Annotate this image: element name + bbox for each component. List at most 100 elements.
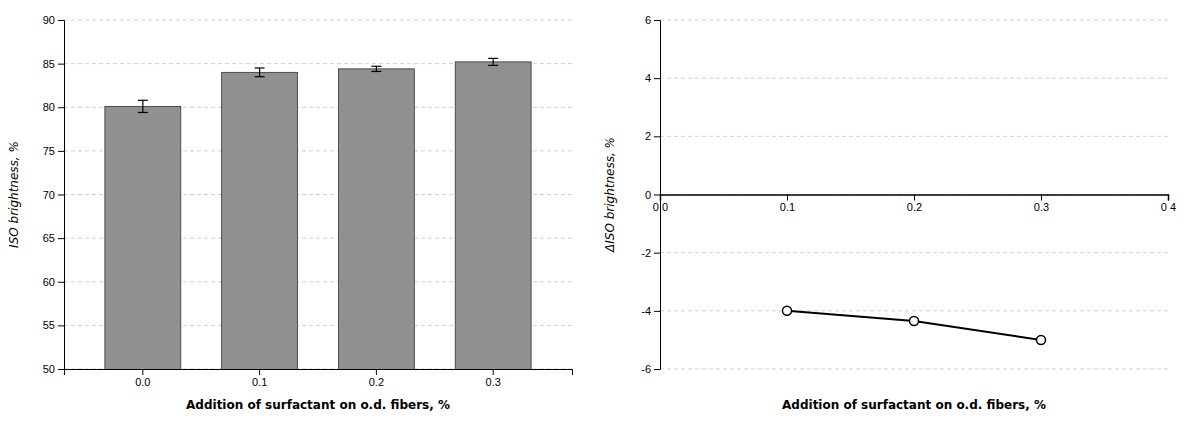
- x-axis-title: Addition of surfactant on o.d. fibers, %: [186, 398, 450, 412]
- axis-line: [65, 370, 573, 376]
- tick: 0.2: [907, 195, 922, 214]
- tick-label: 85: [43, 58, 55, 70]
- tick-label: 65: [43, 232, 55, 244]
- tick-mark: [654, 20, 660, 21]
- y-axis: 50 55 60 65 70 75 80 85 90: [43, 14, 65, 375]
- tick-mark: [493, 369, 494, 375]
- error-cap: [488, 58, 498, 59]
- bar: [338, 69, 414, 369]
- bar: [222, 72, 298, 369]
- tick-mark: [58, 282, 64, 283]
- error-bar: [255, 68, 265, 77]
- axis-line: [58, 21, 65, 370]
- tick-label: 0: [645, 189, 651, 201]
- tick-label: 75: [43, 145, 55, 157]
- tick: 0.3: [1034, 195, 1049, 214]
- tick-label: -6: [641, 363, 651, 375]
- tick-label: 70: [43, 189, 55, 201]
- tick: 90: [43, 14, 64, 26]
- tick-label: 0.3: [486, 376, 501, 388]
- tick-label: 60: [43, 276, 55, 288]
- tick-mark: [654, 195, 660, 196]
- tick: 0 0: [653, 195, 668, 214]
- error-cap: [138, 112, 148, 113]
- marker: [783, 306, 792, 315]
- tick-label: 0.1: [780, 201, 795, 213]
- tick: 0.0: [135, 369, 150, 388]
- error-cap: [138, 100, 148, 101]
- tick: -4: [641, 305, 660, 317]
- tick: 6: [645, 14, 660, 26]
- error-cap: [371, 71, 381, 72]
- tick: 80: [43, 101, 64, 113]
- tick-label: 0 0: [653, 201, 668, 213]
- tick-label: 55: [43, 319, 55, 331]
- error-cap: [255, 67, 265, 68]
- grid-line: [660, 369, 1168, 370]
- error-stem: [142, 100, 143, 112]
- tick-label: 0.3: [1034, 201, 1049, 213]
- tick-mark: [787, 195, 788, 201]
- tick-label: -4: [641, 305, 651, 317]
- tick-mark: [58, 325, 64, 326]
- figure: 5055606570758085900.00.10.20.3Addition o…: [0, 0, 1192, 421]
- marker: [1037, 335, 1046, 344]
- axis-line: [661, 195, 1169, 201]
- plot-area: [783, 306, 1046, 344]
- tick-mark: [376, 369, 377, 375]
- error-stem: [493, 58, 494, 65]
- tick-mark: [58, 20, 64, 21]
- x-axis: 0 0 0.1 0.2 0.3 0 4: [653, 195, 1176, 214]
- tick: 0.3: [486, 369, 501, 388]
- tick-label: 0 4: [1161, 201, 1176, 213]
- line: [787, 311, 1041, 340]
- error-stem: [259, 68, 260, 77]
- tick-mark: [654, 311, 660, 312]
- grid-line: [660, 310, 1168, 311]
- grid: [660, 20, 1168, 369]
- tick-label: 90: [43, 14, 55, 26]
- tick-mark: [58, 151, 64, 152]
- tick-label: 80: [43, 101, 55, 113]
- tick: 0.2: [369, 369, 384, 388]
- error-cap: [255, 76, 265, 77]
- tick-mark: [914, 195, 915, 201]
- tick: -6: [641, 363, 660, 375]
- tick: 65: [43, 232, 64, 244]
- error-bar: [138, 100, 148, 112]
- tick-mark: [259, 369, 260, 375]
- y-axis: -6 -4 -2 0 2 4 6: [641, 14, 660, 375]
- tick: 0.1: [252, 369, 267, 388]
- tick-label: 0.1: [252, 376, 267, 388]
- bar: [455, 62, 531, 369]
- tick-mark: [58, 195, 64, 196]
- x-axis-title: Addition of surfactant on o.d. fibers, %: [782, 398, 1046, 412]
- grid-line: [660, 136, 1168, 137]
- tick-mark: [1041, 195, 1042, 201]
- tick: 50: [43, 363, 64, 375]
- grid-line: [660, 20, 1168, 21]
- tick: 75: [43, 145, 64, 157]
- tick: 0 4: [1161, 195, 1176, 214]
- tick-mark: [660, 195, 661, 201]
- tick-label: 6: [645, 14, 651, 26]
- tick: 55: [43, 319, 64, 331]
- tick: 85: [43, 58, 64, 70]
- tick-mark: [654, 369, 660, 370]
- tick: -2: [641, 247, 660, 259]
- axis-line: [654, 21, 661, 370]
- grid-line: [64, 20, 572, 21]
- tick-label: -2: [641, 247, 651, 259]
- tick-mark: [58, 238, 64, 239]
- tick-label: 0.2: [907, 201, 922, 213]
- grid-line: [660, 78, 1168, 79]
- tick: 70: [43, 189, 64, 201]
- tick: 2: [645, 130, 660, 142]
- y-axis-title: ΔISO brightness, %: [603, 137, 617, 253]
- tick-label: 2: [645, 130, 651, 142]
- tick-mark: [654, 253, 660, 254]
- tick-label: 50: [43, 363, 55, 375]
- tick-mark: [1168, 195, 1169, 201]
- chart-root: 5055606570758085900.00.10.20.3Addition o…: [0, 0, 1192, 421]
- tick: 4: [645, 72, 660, 84]
